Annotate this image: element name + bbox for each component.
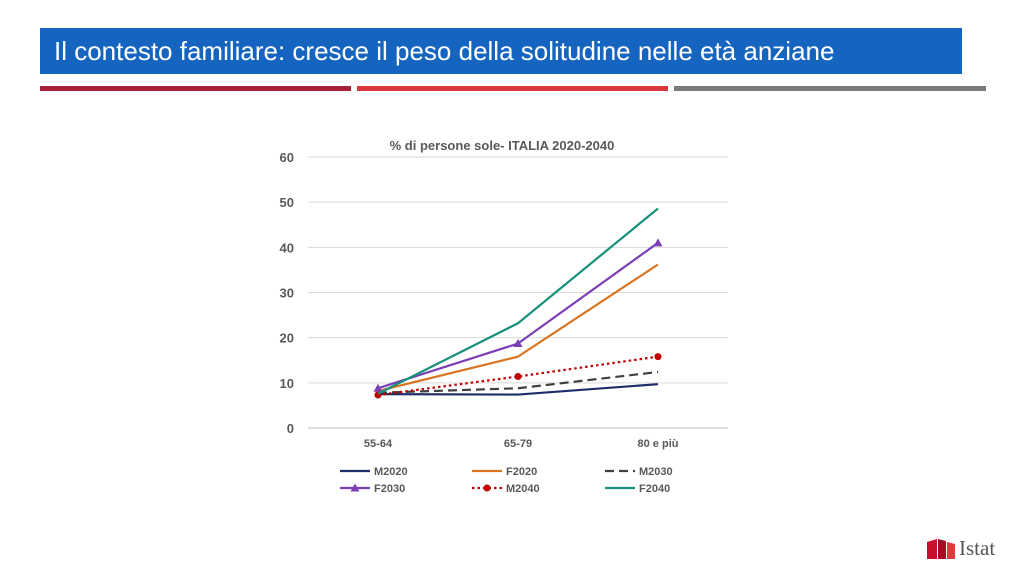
legend-label: M2040 bbox=[506, 483, 540, 495]
istat-logo: Istat bbox=[926, 536, 995, 561]
x-tick-label: 80 e più bbox=[638, 438, 679, 450]
legend-label: F2020 bbox=[506, 466, 537, 478]
y-tick-label: 30 bbox=[280, 286, 294, 301]
y-tick-label: 60 bbox=[280, 150, 294, 165]
legend-label: M2020 bbox=[374, 466, 408, 478]
chart-series bbox=[374, 208, 663, 398]
legend-marker-M2040 bbox=[484, 485, 491, 492]
chart-title: % di persone sole- ITALIA 2020-2040 bbox=[390, 138, 615, 153]
istat-logo-icon bbox=[926, 537, 956, 561]
legend-label: M2030 bbox=[639, 466, 673, 478]
x-tick-label: 55-64 bbox=[364, 438, 393, 450]
x-axis-ticks: 55-64 65-79 80 e più bbox=[364, 438, 679, 450]
y-tick-label: 50 bbox=[280, 195, 294, 210]
x-tick-label: 65-79 bbox=[504, 438, 532, 450]
y-tick-label: 0 bbox=[287, 421, 294, 436]
line-chart: % di persone sole- ITALIA 2020-2040 0 10 2… bbox=[0, 0, 1024, 576]
legend-label: F2030 bbox=[374, 483, 405, 495]
chart-legend: M2020 F2020 M2030 F2030 M2040 F2040 bbox=[340, 466, 673, 495]
series-line-F2040 bbox=[378, 208, 658, 393]
y-tick-label: 40 bbox=[280, 240, 294, 255]
data-point-F2030 bbox=[654, 238, 663, 246]
series-line-F2030 bbox=[378, 243, 658, 388]
legend-label: F2040 bbox=[639, 483, 670, 495]
data-point-M2040 bbox=[515, 373, 522, 380]
y-tick-label: 20 bbox=[280, 331, 294, 346]
logo-text: Istat bbox=[959, 536, 995, 561]
y-tick-label: 10 bbox=[280, 376, 294, 391]
y-axis-ticks: 0 10 20 30 40 50 60 bbox=[280, 150, 294, 436]
series-line-M2020 bbox=[378, 384, 658, 394]
data-point-M2040 bbox=[655, 353, 662, 360]
